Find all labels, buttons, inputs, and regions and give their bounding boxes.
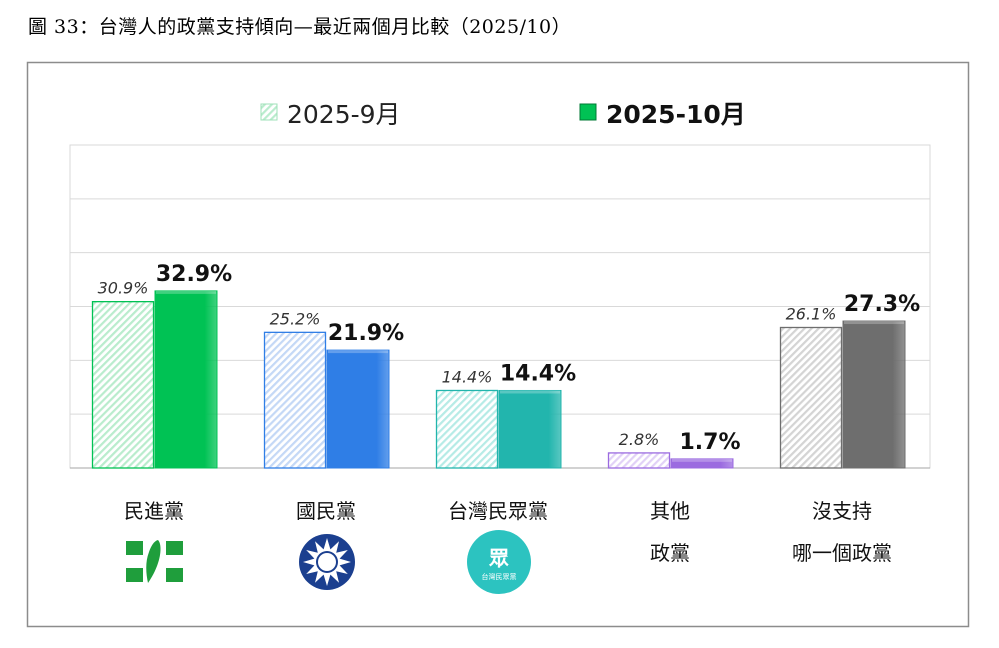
legend-swatch-sep	[260, 103, 278, 121]
data-label-oct-3: 1.7%	[679, 430, 740, 455]
bar-sep-3	[607, 452, 671, 469]
bar-oct-bevel-2	[500, 390, 560, 394]
data-label-oct-0: 32.9%	[156, 262, 232, 287]
category-label-4-0: 沒支持	[812, 499, 872, 523]
bar-sep-1	[263, 331, 327, 469]
data-label-sep-4: 26.1%	[786, 304, 837, 323]
bar-oct-bevel-4	[844, 321, 904, 325]
data-label-oct-2: 14.4%	[500, 361, 576, 386]
legend-label-oct: 2025-10月	[606, 100, 746, 129]
bar-oct-bevel-3	[672, 458, 732, 462]
data-label-sep-3: 2.8%	[619, 430, 660, 449]
category-label-1-0: 國民黨	[296, 499, 356, 523]
figure-title: 圖 33：台灣人的政黨支持傾向—最近兩個月比較（2025/10）	[28, 16, 572, 38]
category-label-0-0: 民進黨	[124, 499, 184, 523]
bar-oct-bevel-0	[156, 290, 216, 294]
legend-swatch-oct	[579, 103, 597, 121]
category-label-2-0: 台灣民眾黨	[448, 499, 548, 523]
svg-text:眾: 眾	[488, 546, 509, 570]
data-label-sep-2: 14.4%	[442, 367, 493, 386]
bar-oct-2	[498, 389, 562, 469]
bar-oct-3	[670, 458, 734, 469]
kmt-logo-icon	[299, 534, 355, 590]
bar-sep-0	[91, 301, 155, 469]
bar-sep-2	[435, 389, 499, 469]
legend: 2025-9月 2025-10月	[260, 100, 746, 129]
data-label-sep-0: 30.9%	[98, 279, 149, 298]
bar-sep-4	[779, 326, 843, 469]
legend-label-sep: 2025-9月	[287, 100, 401, 129]
bar-oct-bevel-1	[328, 350, 388, 354]
data-label-sep-1: 25.2%	[270, 309, 321, 328]
svg-text:台灣民眾黨: 台灣民眾黨	[482, 572, 517, 581]
dpp-logo-icon	[126, 540, 183, 583]
category-label-3-0: 其他	[650, 499, 690, 523]
data-label-oct-1: 21.9%	[328, 321, 404, 346]
bar-oct-0	[154, 290, 218, 469]
data-label-oct-4: 27.3%	[844, 292, 920, 317]
category-label-4-1: 哪一個政黨	[792, 541, 892, 565]
bar-oct-4	[842, 320, 906, 469]
bar-oct-1	[326, 349, 390, 469]
category-label-3-1: 政黨	[650, 541, 690, 565]
